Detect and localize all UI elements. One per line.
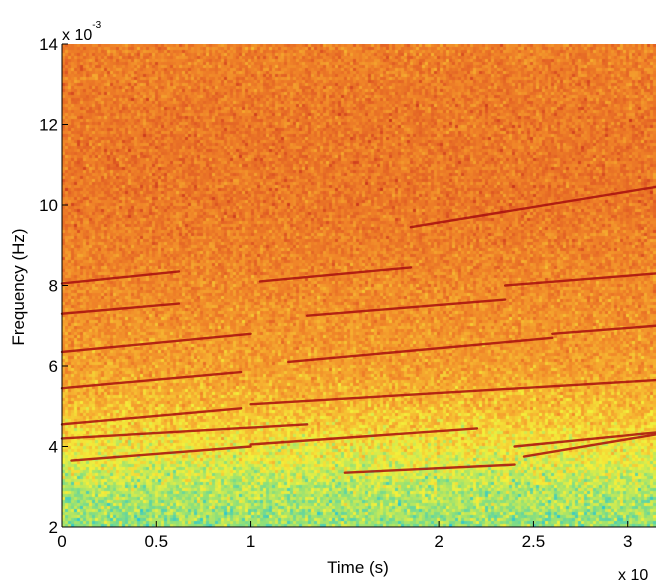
x-tick-label-3: 2: [434, 532, 443, 551]
frequency-tracks: [60, 185, 656, 474]
frequency-track-6: [60, 332, 252, 354]
frequency-track-12: [60, 423, 309, 440]
y-tick-label-4: 10: [39, 196, 58, 215]
frequency-track-9: [60, 370, 243, 390]
x-tick-label-5: 3: [623, 532, 632, 551]
frequency-track-10: [249, 378, 656, 406]
x-tick-label-2: 1: [246, 532, 255, 551]
y-tick-label-2: 6: [49, 357, 58, 376]
y-tick-label-1: 4: [49, 438, 58, 457]
frequency-track-1: [258, 266, 413, 283]
frequency-track-4: [305, 298, 507, 317]
y-tick-label-3: 8: [49, 277, 58, 296]
frequency-track-16: [343, 463, 516, 474]
y-tick-label-5: 12: [39, 116, 58, 135]
frequency-track-0: [60, 270, 181, 285]
spectrogram-image: [62, 44, 656, 527]
y-tick-label-0: 2: [49, 518, 58, 537]
frequency-track-7: [287, 336, 554, 364]
frequency-track-2: [409, 185, 656, 229]
y-axis-label: Frequency (Hz): [9, 228, 28, 345]
frequency-track-13: [249, 427, 479, 446]
frequency-track-11: [60, 407, 243, 426]
y-axis-exponent: x 10-3: [62, 20, 102, 44]
x-tick-label-4: 2.5: [522, 532, 546, 551]
axis-ticks: [61, 43, 656, 528]
x-axis-label: Time (s): [327, 558, 389, 577]
frequency-track-17: [522, 433, 656, 458]
frequency-track-14: [513, 431, 656, 448]
frequency-track-5: [503, 272, 656, 287]
frequency-track-15: [70, 445, 252, 462]
x-axis-exponent: x 10: [618, 567, 648, 583]
y-tick-label-6: 14: [39, 35, 58, 54]
frequency-track-8: [551, 324, 656, 335]
frequency-track-3: [60, 302, 181, 315]
x-tick-label-0: 0: [57, 532, 66, 551]
spectrogram-heatmap: [62, 44, 656, 527]
x-tick-label-1: 0.5: [144, 532, 168, 551]
